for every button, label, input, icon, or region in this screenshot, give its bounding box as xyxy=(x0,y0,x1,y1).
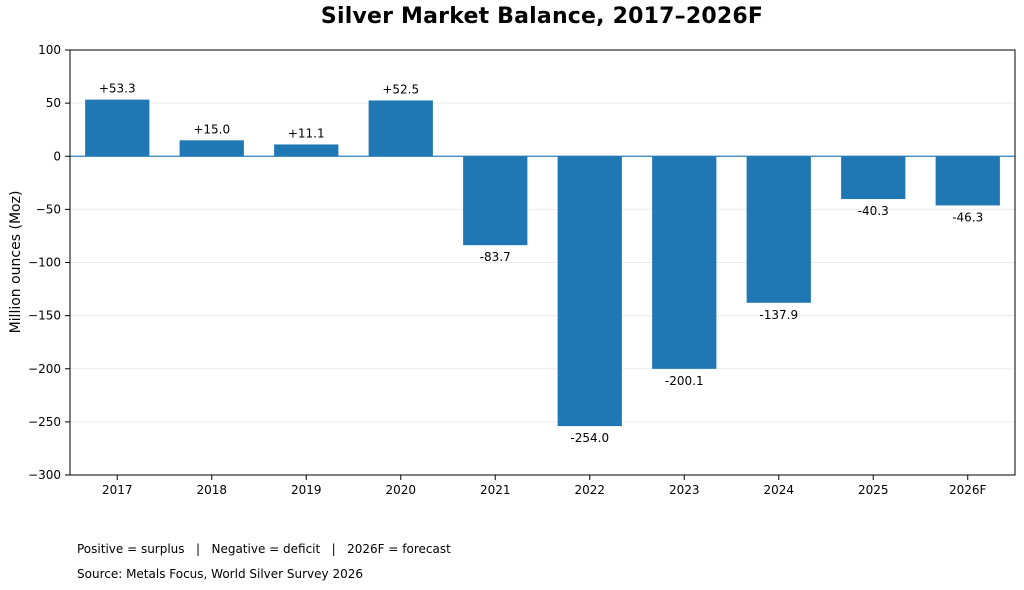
y-tick-label: 0 xyxy=(53,149,61,163)
x-tick-label: 2019 xyxy=(291,483,322,497)
x-axis-ticks: 2017 2018 2019 2020 2021 2022 2023 2024 2025 2026… xyxy=(102,475,987,497)
data-label: -254.0 xyxy=(570,431,609,445)
y-tick-label: 50 xyxy=(46,96,61,110)
bar xyxy=(463,156,528,246)
y-tick-label: −150 xyxy=(28,309,61,323)
bar xyxy=(746,156,811,303)
x-tick-label: 2020 xyxy=(385,483,416,497)
bar xyxy=(179,140,244,157)
data-label: +53.3 xyxy=(99,82,136,96)
y-tick-label: −300 xyxy=(28,468,61,482)
data-label: +52.5 xyxy=(382,82,419,96)
x-tick-label: 2023 xyxy=(669,483,700,497)
x-tick-label: 2022 xyxy=(574,483,605,497)
y-axis-ticks: 100 50 0 −50 −100 −150 −200 −250 −300 xyxy=(28,43,70,482)
chart-title: Silver Market Balance, 2017–2026F xyxy=(320,4,764,29)
bars xyxy=(85,99,1000,427)
data-labels: +53.3 +15.0 +11.1 +52.5 -83.7 -254.0 -200.1 -13… xyxy=(99,82,983,446)
gridlines xyxy=(70,49,1015,476)
bar xyxy=(557,156,622,427)
x-tick-label: 2026F xyxy=(949,483,987,497)
y-tick-label: 100 xyxy=(38,43,61,57)
x-tick-label: 2021 xyxy=(480,483,511,497)
y-tick-label: −250 xyxy=(28,415,61,429)
data-label: +11.1 xyxy=(288,126,325,140)
data-label: -137.9 xyxy=(759,308,798,322)
data-label: -46.3 xyxy=(952,210,983,224)
bar xyxy=(935,156,1000,206)
y-tick-label: −50 xyxy=(36,202,61,216)
bar xyxy=(368,100,433,157)
y-tick-label: −200 xyxy=(28,362,61,376)
bar xyxy=(652,156,717,369)
x-tick-label: 2017 xyxy=(102,483,133,497)
data-label: -83.7 xyxy=(480,250,511,264)
bar xyxy=(85,99,150,157)
data-label: -40.3 xyxy=(858,204,889,218)
bar xyxy=(841,156,906,200)
x-tick-label: 2024 xyxy=(763,483,794,497)
data-label: +15.0 xyxy=(193,122,230,136)
x-tick-label: 2025 xyxy=(858,483,889,497)
source-note: Source: Metals Focus, World Silver Surve… xyxy=(77,567,363,581)
y-tick-label: −100 xyxy=(28,256,61,270)
bar xyxy=(274,144,339,157)
y-axis-label: Million ounces (Moz) xyxy=(8,191,24,334)
x-tick-label: 2018 xyxy=(196,483,227,497)
legend-note: Positive = surplus | Negative = deficit … xyxy=(77,542,451,556)
data-label: -200.1 xyxy=(665,374,704,388)
